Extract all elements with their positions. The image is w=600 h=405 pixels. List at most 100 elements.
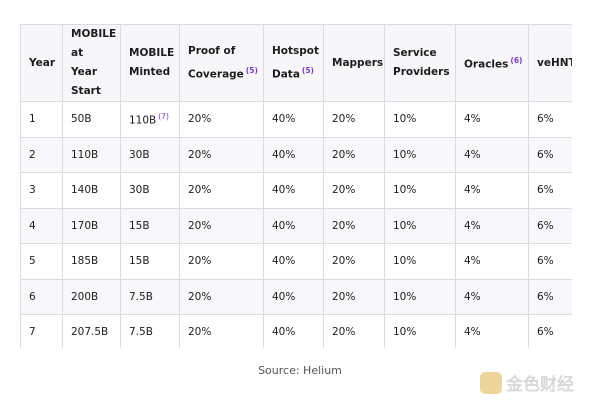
watermark-text: 金色财经	[506, 375, 574, 395]
table-cell: 40%	[263, 136, 324, 173]
table-cell: 7	[20, 314, 63, 348]
source: Source: Helium	[258, 364, 342, 377]
watermark: 金色财经	[480, 370, 574, 395]
cell-text: veHNT Stakers	[537, 56, 572, 69]
table-cell: 10%	[384, 243, 456, 280]
cell-text: Oracles	[464, 58, 509, 71]
table-cell: 4%	[455, 172, 529, 209]
cell-text: MOBILE at Year Start	[71, 28, 117, 97]
table-row: 1 50B 110B (7) 20% 40% 20% 10% 4% 6%	[20, 101, 572, 138]
table-cell: 10%	[384, 207, 456, 244]
table-cell: 6%	[528, 243, 572, 280]
table-cell: 15B	[120, 207, 180, 244]
table-cell: 4%	[455, 278, 529, 315]
header-cell: Year	[20, 24, 63, 102]
table-cell: 20%	[323, 172, 385, 209]
table-cell: 20%	[179, 314, 264, 348]
table-cell: 6%	[528, 207, 572, 244]
header-cell: MOBILE at Year Start	[62, 24, 121, 102]
table-cell: 20%	[179, 207, 264, 244]
table-cell: 20%	[323, 101, 385, 138]
table-cell: 40%	[263, 207, 324, 244]
header-cell: Oracles (6)	[455, 24, 529, 102]
cell-text: Mappers	[332, 56, 384, 69]
table-cell: 30B	[120, 136, 180, 173]
table-cell: 20%	[179, 278, 264, 315]
table-row: 6 200B 7.5B 20% 40% 20% 10% 4% 6%	[20, 278, 572, 315]
table-cell: 10%	[384, 314, 456, 348]
table-row: 2 110B 30B 20% 40% 20% 10% 4% 6%	[20, 136, 572, 173]
header-cell: veHNT Stakers	[528, 24, 572, 102]
cell-text: 110B	[129, 114, 157, 127]
table-cell: 20%	[323, 314, 385, 348]
table-cell: 6%	[528, 172, 572, 209]
table-cell: 4%	[455, 314, 529, 348]
cell-text: Service Providers	[393, 47, 450, 78]
footnote-ref: (7)	[158, 112, 169, 121]
table-cell: 10%	[384, 101, 456, 138]
table-cell: 20%	[179, 101, 264, 138]
table-cell: 200B	[62, 278, 121, 315]
table-cell: 110B	[62, 136, 121, 173]
header-cell: Mappers	[323, 24, 385, 102]
table-cell: 6%	[528, 314, 572, 348]
table-cell: 30B	[120, 172, 180, 209]
table-cell: 1	[20, 101, 63, 138]
table-cell: 40%	[263, 172, 324, 209]
table-cell: 4	[20, 207, 63, 244]
table-row: 3 140B 30B 20% 40% 20% 10% 4% 6%	[20, 172, 572, 209]
table-cell: 20%	[323, 278, 385, 315]
table-cell: 40%	[263, 278, 324, 315]
table-cell: 110B (7)	[120, 101, 180, 138]
table-cell: 40%	[263, 243, 324, 280]
table-cell: 40%	[263, 314, 324, 348]
table-cell: 4%	[455, 136, 529, 173]
table-cell: 4%	[455, 207, 529, 244]
watermark-logo	[480, 371, 502, 394]
header-cell: Service Providers	[384, 24, 456, 102]
table-cell: 5	[20, 243, 63, 280]
table-cell: 2	[20, 136, 63, 173]
table-cell: 170B	[62, 207, 121, 244]
table-cell: 4%	[455, 243, 529, 280]
table-body: 1 50B 110B (7) 20% 40% 20% 10% 4% 6% 2 110B 30B 20% 40…	[20, 101, 572, 348]
table-cell: 20%	[323, 207, 385, 244]
header-cell: MOBILE Minted	[120, 24, 180, 102]
table-cell: 20%	[179, 243, 264, 280]
cell-text: Proof of Coverage	[188, 44, 244, 81]
table-cell: 20%	[323, 136, 385, 173]
table-cell: 50B	[62, 101, 121, 138]
footnote-ref: (6)	[510, 56, 523, 66]
cell-text: Year	[29, 56, 56, 69]
table-row: 4 170B 15B 20% 40% 20% 10% 4% 6%	[20, 207, 572, 244]
table-cell: 10%	[384, 172, 456, 209]
table-cell: 6%	[528, 136, 572, 173]
table-cell: 20%	[179, 136, 264, 173]
header-cell: Proof of Coverage (5)	[179, 24, 264, 102]
table-cell: 7.5B	[120, 278, 180, 315]
table-cell: 10%	[384, 136, 456, 173]
footnote-ref: (5)	[245, 65, 258, 75]
table-cell: 40%	[263, 101, 324, 138]
table-cell: 10%	[384, 278, 456, 315]
table-cell: 15B	[120, 243, 180, 280]
table-cell: 20%	[323, 243, 385, 280]
table-cell: 4%	[455, 101, 529, 138]
table-container: Year MOBILE at Year Start MOBILE Minted Pro…	[20, 24, 572, 348]
table-cell: 3	[20, 172, 63, 209]
cell-text: Hotspot Data	[272, 44, 320, 81]
table-row: 7 207.5B 7.5B 20% 40% 20% 10% 4% 6%	[20, 314, 572, 348]
table-cell: 207.5B	[62, 314, 121, 348]
table-cell: 140B	[62, 172, 121, 209]
footnote-ref: (5)	[301, 65, 314, 75]
table-row: 5 185B 15B 20% 40% 20% 10% 4% 6%	[20, 243, 572, 280]
table-cell: 6%	[528, 101, 572, 138]
table-cell: 7.5B	[120, 314, 180, 348]
table-cell: 185B	[62, 243, 121, 280]
cell-text: MOBILE Minted	[129, 47, 175, 78]
table-cell: 6%	[528, 278, 572, 315]
data-table: Year MOBILE at Year Start MOBILE Minted Pro…	[20, 24, 572, 348]
table-cell: 6	[20, 278, 63, 315]
header-row: Year MOBILE at Year Start MOBILE Minted Pro…	[20, 24, 572, 102]
